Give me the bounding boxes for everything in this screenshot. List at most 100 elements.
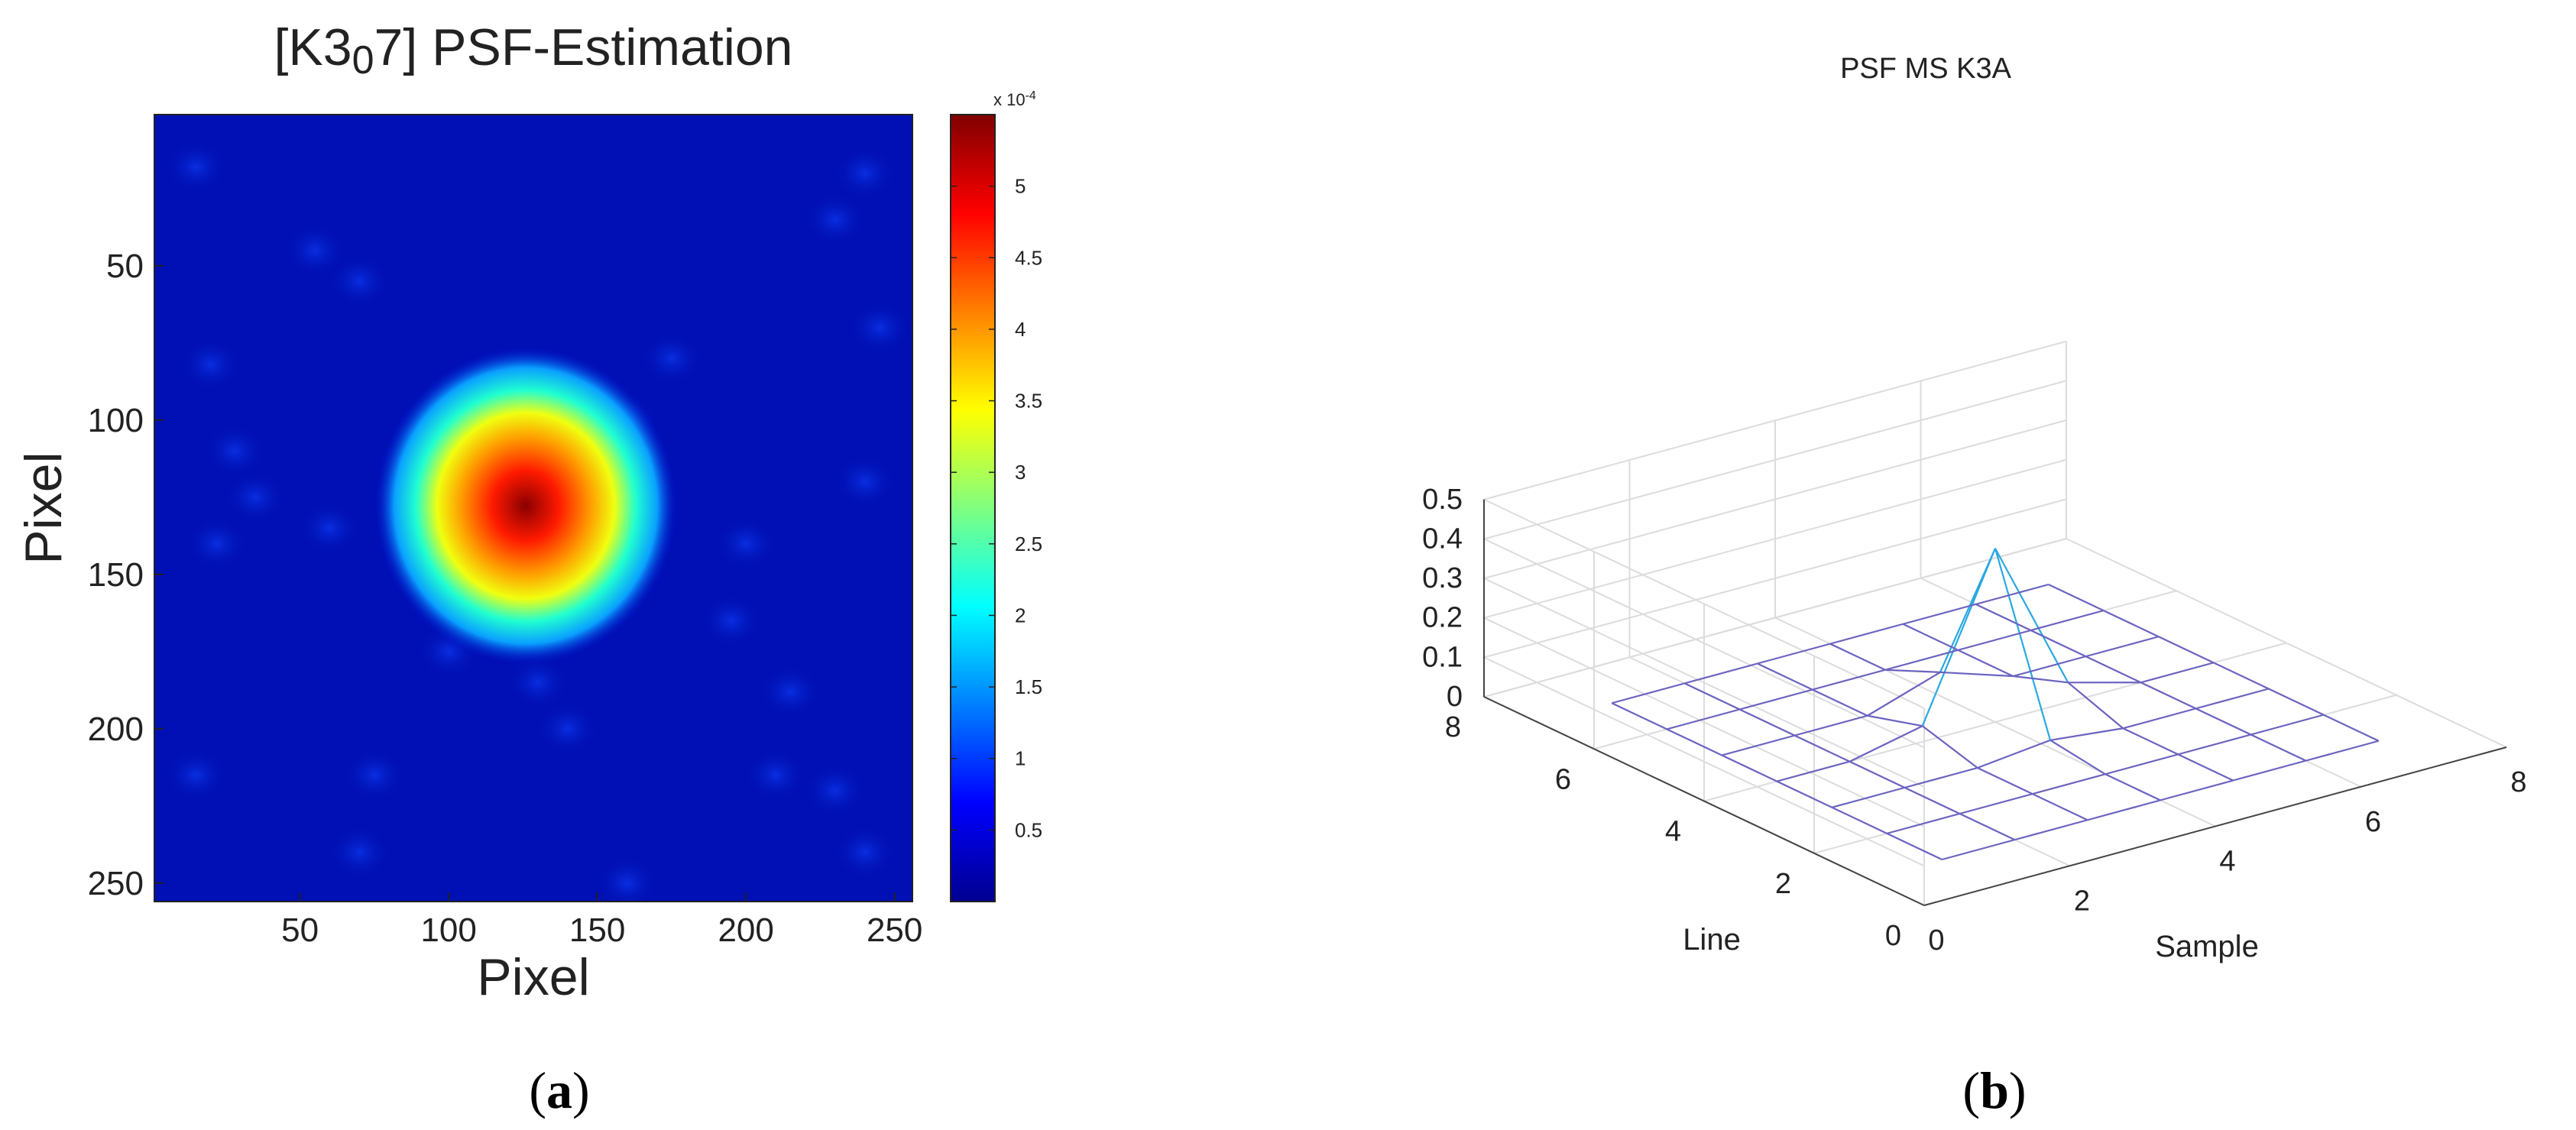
mesh-segment: [1921, 548, 1997, 727]
caption-a: (a): [529, 1061, 589, 1119]
mesh-segment: [1904, 786, 1960, 814]
mesh-segment: [1776, 780, 1832, 808]
sample-tick-label: 6: [2365, 806, 2381, 838]
mesh-segment: [1867, 714, 1923, 727]
mesh-segment: [1977, 767, 2033, 795]
colorbar-tick-label: 2: [1015, 604, 1026, 627]
surface-sample-label: Sample: [2155, 930, 2259, 963]
mesh-segment: [2140, 662, 2215, 684]
heatmap-noise-blob: [639, 331, 704, 387]
heatmap-noise-blob: [203, 423, 267, 479]
heatmap-frame: [154, 114, 913, 902]
z-tick-label: 0.1: [1422, 641, 1463, 673]
heatmap-y-tick-label: 150: [88, 556, 144, 594]
heatmap-y-ticks: 50 100 150 200 250: [88, 248, 164, 902]
mesh-segment: [1611, 702, 1667, 730]
mesh-segment: [2030, 610, 2105, 632]
colorbar-tick-label: 4: [1015, 318, 1026, 341]
sample-axis-line: [1923, 746, 2507, 906]
colorbar-tick-label: 5: [1015, 175, 1026, 198]
panel-a: [K307] PSF-Estimation 50 100 150 200 250 50 1…: [15, 18, 1042, 1119]
mesh-segment: [1902, 603, 1976, 625]
heatmap-x-tick-label: 100: [420, 911, 476, 949]
psf-spot: [373, 345, 679, 666]
line-axis-line: [1483, 696, 1925, 906]
z-tick-label: 0.3: [1422, 562, 1463, 594]
mesh-segment: [1959, 813, 2015, 841]
mesh-segment: [2049, 739, 2106, 775]
heatmap-noise-blob: [847, 299, 912, 355]
mesh-segment: [1611, 682, 1685, 704]
mesh-segment: [1884, 669, 1941, 673]
mesh-segment: [2085, 636, 2160, 658]
colorbar: x 10-4 0.5 1 1.5 2 2.5 3 3.5 4 4.5 5: [950, 89, 1042, 902]
heatmap-noise-blob: [164, 747, 228, 803]
mesh-segment: [2213, 662, 2270, 690]
mesh-segment: [1831, 786, 1905, 808]
heatmap-noise-blob: [327, 824, 392, 880]
mesh-segment: [2268, 688, 2325, 716]
mesh-segment: [1994, 548, 2052, 741]
sample-tick-label: 4: [2219, 846, 2235, 878]
mesh-segment: [2160, 779, 2234, 801]
heatmap-noise-blob: [327, 254, 392, 309]
mesh-segment: [1975, 583, 2049, 605]
mesh-segment: [2030, 630, 2086, 658]
surface-line-label: Line: [1683, 923, 1741, 957]
mesh-segment: [2250, 714, 2325, 736]
heatmap-x-tick-label: 50: [281, 911, 319, 949]
mesh-segment: [1684, 682, 1740, 711]
mesh-segment: [2067, 682, 2124, 730]
mesh-segment: [1757, 643, 1831, 665]
heatmap-noise-blob: [342, 747, 407, 803]
mesh-segment: [1977, 739, 2051, 769]
heatmap-noise-blob: [744, 747, 808, 803]
mesh-segment: [2013, 675, 2069, 684]
mesh-segment: [2250, 733, 2306, 762]
mesh-segment: [1849, 760, 1905, 788]
colorbar-ticks: 0.5 1 1.5 2 2.5 3 3.5 4 4.5 5: [951, 175, 1042, 841]
mesh-segment: [2177, 753, 2234, 782]
heatmap-plot: 50 100 150 200 250 50 100 150 200 250: [88, 114, 922, 949]
mesh-segment: [1794, 714, 1868, 737]
heatmap-noise-blob: [178, 337, 243, 393]
surface-3d-grid: [1482, 340, 2507, 906]
line-tick-label: 8: [1445, 711, 1461, 743]
mesh-segment: [2105, 753, 2179, 775]
heatmap-noise-blob: [832, 145, 897, 201]
heatmap-noise-blob: [283, 222, 348, 278]
mesh-segment: [2012, 656, 2086, 678]
panel-a-title: [K307] PSF-Estimation: [274, 18, 793, 83]
colorbar-tick-label: 2.5: [1015, 533, 1042, 555]
mesh-segment: [1849, 725, 1923, 763]
heatmap-y-tick-label: 200: [88, 711, 144, 748]
mesh-segment: [1975, 603, 2031, 631]
heatmap-noise-blob: [714, 516, 779, 571]
heatmap-x-tick-label: 250: [867, 911, 922, 949]
mesh-segment: [1721, 734, 1795, 756]
heatmap-y-tick-label: 100: [88, 402, 144, 439]
mesh-segment: [1994, 548, 2069, 683]
mesh-segment: [2140, 682, 2196, 710]
heatmap-y-tick-label: 50: [106, 248, 144, 285]
mesh-segment: [2105, 773, 2161, 801]
panel-b-title: PSF MS K3A: [1840, 53, 2011, 85]
heatmap-noise-blob: [802, 192, 867, 248]
mesh-segment: [1886, 812, 1960, 834]
mesh-segment: [2087, 799, 2161, 821]
colorbar-tick-label: 0.5: [1015, 818, 1042, 841]
mesh-segment: [1666, 728, 1722, 756]
mesh-segment: [1812, 688, 1868, 717]
z-tick-label: 0.5: [1422, 484, 1463, 516]
heatmap-x-ticks: 50 100 150 200 250: [281, 892, 922, 949]
mesh-segment: [2195, 688, 2270, 710]
sample-tick-label: 0: [1928, 924, 1944, 957]
mesh-segment: [1904, 766, 1978, 788]
mesh-segment: [2122, 727, 2179, 756]
mesh-segment: [2103, 610, 2160, 638]
heatmap-noise-blob: [297, 500, 362, 556]
mesh-segment: [2014, 819, 2088, 841]
mesh-segment: [1831, 806, 1887, 834]
